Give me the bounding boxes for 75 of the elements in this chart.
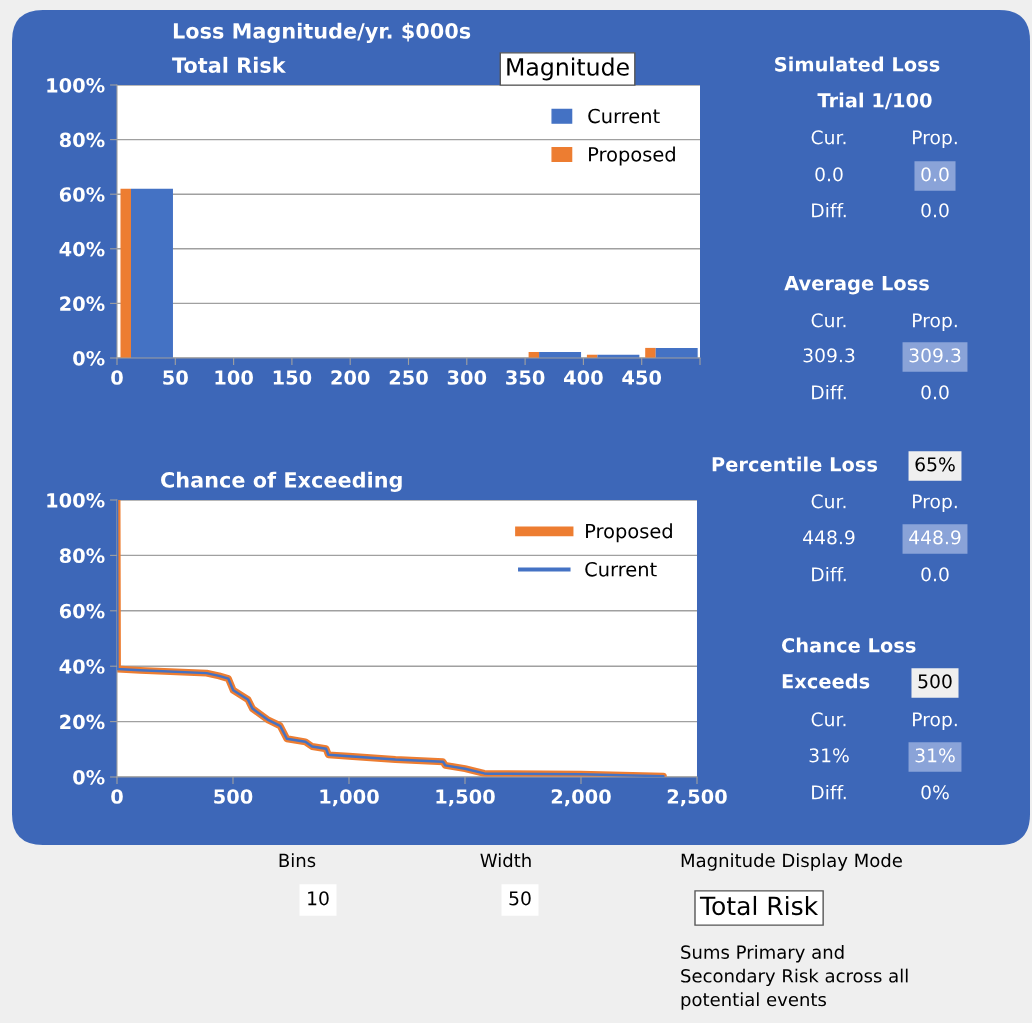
legend-label: Proposed (589, 146, 675, 166)
text: Prop. (913, 712, 957, 731)
x-tick-label: 2,000 (551, 789, 611, 807)
x-tick-label: 400 (563, 370, 603, 385)
text: Prop. (913, 313, 957, 332)
text: Bins (279, 853, 316, 868)
text: 309.3 (909, 348, 961, 363)
x-tick-label: 450 (622, 370, 662, 385)
legend-label: Current (585, 561, 657, 577)
x-tick-label: 100 (215, 370, 253, 385)
text: 448.9 (803, 530, 855, 545)
text: 309.3 (803, 348, 855, 363)
text: 0.0 (921, 567, 949, 582)
legend-label: Proposed (586, 523, 672, 543)
y-tick-label: 20% (60, 296, 105, 312)
text: Trial 1/100 (817, 92, 932, 110)
y-tick-label: 40% (59, 241, 105, 257)
text: Sums Primary and Secondary Risk across all potential events (681, 945, 908, 1010)
y-tick-label: 0% (73, 350, 105, 366)
x-tick-label: 300 (447, 370, 487, 385)
text: 0.0 (815, 167, 843, 182)
text: 0.0 (921, 385, 949, 400)
text: Simulated Loss (775, 56, 940, 72)
x-tick-label: 350 (506, 370, 545, 385)
text: Magnitude Display Mode (681, 853, 902, 871)
text: Cur. (811, 494, 846, 509)
text: 0.0 (921, 203, 949, 218)
chart-subtitle: Total Risk (172, 56, 287, 73)
y-tick-label: 100% (47, 492, 105, 508)
legend-label: Current (588, 108, 660, 124)
x-tick-label: 1,000 (320, 789, 379, 807)
y-tick-label: 20% (60, 714, 105, 730)
x-tick-label: 0 (111, 370, 123, 385)
x-tick-label: 0 (111, 789, 123, 804)
x-tick-label: 150 (273, 370, 312, 385)
text: Diff. (812, 384, 846, 400)
text: Cur. (811, 313, 846, 328)
text: Diff. (812, 566, 846, 582)
text: 500 (918, 674, 952, 689)
text: 448.9 (909, 530, 961, 545)
y-tick-label: 100% (47, 77, 105, 93)
y-tick-label: 80% (59, 132, 105, 148)
text: Diff. (812, 784, 846, 800)
text: Average Loss (784, 276, 929, 295)
x-tick-label: 500 (214, 789, 253, 804)
text: Exceeds (782, 673, 870, 689)
text: Prop. (913, 130, 957, 149)
x-tick-label: 50 (163, 370, 188, 385)
text: 0% (921, 785, 949, 800)
text: Cur. (811, 130, 846, 145)
y-tick-label: 60% (59, 603, 105, 619)
x-tick-label: 200 (331, 370, 370, 385)
y-tick-label: 60% (59, 187, 105, 202)
text: 50 (509, 891, 531, 906)
chart-title: Chance of Exceeding (161, 471, 402, 492)
y-tick-label: 80% (59, 548, 105, 564)
y-tick-label: 40% (59, 659, 105, 674)
text: Chance Loss (781, 637, 916, 653)
text: 0.0 (921, 167, 949, 182)
text: Diff. (812, 202, 846, 218)
text: Cur. (811, 712, 846, 727)
chart-title: Loss Magnitude/yr. $000s (173, 22, 471, 43)
y-tick-label: 0% (73, 769, 105, 785)
text: Width (480, 853, 531, 868)
x-tick-label: 2,500 (667, 789, 727, 807)
text: 31% (809, 748, 849, 763)
text: 10 (308, 891, 329, 906)
x-tick-label: 250 (389, 370, 428, 385)
text: Percentile Loss (712, 456, 878, 472)
text: Total Risk (699, 895, 819, 916)
text: 65% (915, 457, 955, 472)
text: Magnitude (507, 57, 629, 81)
x-tick-label: 1,500 (436, 789, 495, 807)
text: 31% (915, 748, 955, 763)
text: Prop. (913, 494, 957, 513)
